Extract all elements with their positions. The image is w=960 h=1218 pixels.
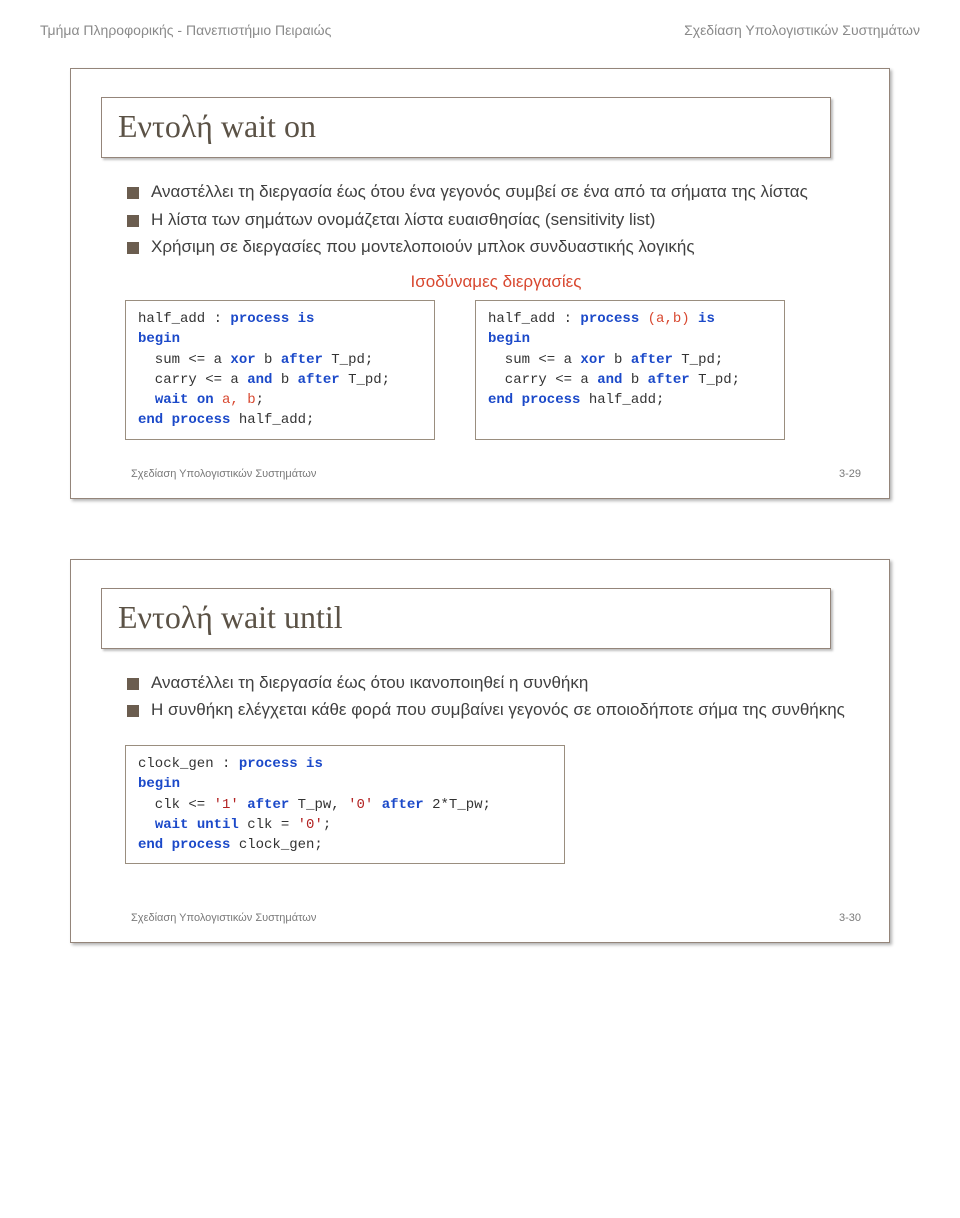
bullet-item: Η συνθήκη ελέγχεται κάθε φορά που συμβαί… — [131, 698, 861, 723]
slide-footer: Σχεδίαση Υπολογιστικών Συστημάτων 3-29 — [131, 468, 861, 480]
bullet-list: Αναστέλλει τη διεργασία έως ότου ικανοπο… — [131, 671, 861, 723]
bullet-item: Αναστέλλει τη διεργασία έως ότου ένα γεγ… — [131, 180, 861, 205]
footer-right: 3-30 — [839, 912, 861, 924]
slide-title-box: Εντολή wait on — [101, 97, 831, 158]
footer-left: Σχεδίαση Υπολογιστικών Συστημάτων — [131, 912, 316, 924]
page: Τμήμα Πληροφορικής - Πανεπιστήμιο Πειραι… — [0, 0, 960, 1033]
bullet-item: Αναστέλλει τη διεργασία έως ότου ικανοπο… — [131, 671, 861, 696]
bullet-list: Αναστέλλει τη διεργασία έως ότου ένα γεγ… — [131, 180, 861, 260]
slide-title: Εντολή wait on — [118, 108, 316, 144]
subtitle-equivalent: Ισοδύναμες διεργασίες — [131, 272, 861, 292]
header-right: Σχεδίαση Υπολογιστικών Συστημάτων — [684, 22, 920, 38]
slide-wait-until: Εντολή wait until Αναστέλλει τη διεργασί… — [70, 559, 890, 944]
bullet-item: Η λίστα των σημάτων ονομάζεται λίστα ευα… — [131, 208, 861, 233]
code-columns: half_add : process is begin sum <= a xor… — [131, 300, 861, 440]
code-box-clockgen: clock_gen : process is begin clk <= '1' … — [125, 745, 565, 864]
slide-footer: Σχεδίαση Υπολογιστικών Συστημάτων 3-30 — [131, 912, 861, 924]
slide-title: Εντολή wait until — [118, 599, 343, 635]
footer-right: 3-29 — [839, 468, 861, 480]
slide-title-box: Εντολή wait until — [101, 588, 831, 649]
page-header: Τμήμα Πληροφορικής - Πανεπιστήμιο Πειραι… — [40, 22, 920, 38]
bullet-item: Χρήσιμη σε διεργασίες που μοντελοποιούν … — [131, 235, 861, 260]
footer-left: Σχεδίαση Υπολογιστικών Συστημάτων — [131, 468, 316, 480]
header-left: Τμήμα Πληροφορικής - Πανεπιστήμιο Πειραι… — [40, 22, 331, 38]
code-box-right: half_add : process (a,b) is begin sum <=… — [475, 300, 785, 440]
code-box-left: half_add : process is begin sum <= a xor… — [125, 300, 435, 440]
slide-wait-on: Εντολή wait on Αναστέλλει τη διεργασία έ… — [70, 68, 890, 499]
